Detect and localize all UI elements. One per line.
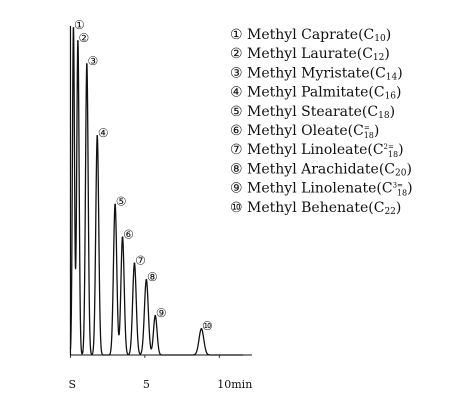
x-axis-ticks: S 5 10min — [68, 355, 252, 391]
legend-number: ⑨ — [230, 181, 247, 197]
legend-entry-10: ⑩ Methyl Behenate(C22) — [230, 200, 401, 217]
legend-entry-3: ③ Methyl Myristate(C14) — [230, 65, 403, 82]
chromatogram-trace-layer — [69, 27, 244, 356]
legend-entry-7: ⑦ Methyl Linoleate(C2= 18) — [230, 142, 404, 159]
legend-number: ② — [230, 46, 247, 62]
legend-formula-sub: 18 — [378, 111, 390, 121]
legend-formula: (C — [379, 161, 395, 177]
legend-formula-sub: 14 — [386, 72, 398, 82]
legend-formula-sup: = — [364, 124, 370, 132]
legend-formula-close: ) — [397, 65, 402, 81]
peak-label-10: ⑩ — [202, 319, 213, 333]
peak-apex-4 — [96, 135, 99, 137]
legend-number: ⑧ — [230, 161, 247, 177]
legend-compound-name: Methyl Caprate — [247, 27, 358, 43]
peak-apex-10 — [200, 327, 203, 330]
peak-apex-7 — [133, 262, 136, 265]
legend-formula: (C — [358, 27, 374, 43]
legend-number: ③ — [230, 65, 247, 81]
peak-label-8: ⑧ — [147, 270, 158, 284]
legend-formula-close: ) — [407, 181, 412, 197]
peak-apex-1 — [72, 27, 75, 29]
legend-entry-4: ④ Methyl Palmitate(C16) — [230, 85, 401, 102]
legend-formula-close: ) — [396, 85, 401, 101]
legend-formula-close: ) — [374, 123, 379, 139]
legend-formula: (C — [368, 85, 384, 101]
legend-formula-sup: 2= — [384, 143, 394, 151]
legend-formula-close: ) — [390, 104, 395, 120]
peak-label-3: ③ — [87, 54, 98, 68]
legend-formula-sup: 3= — [393, 182, 403, 190]
legend-formula: (C — [370, 65, 386, 81]
legend-entry-6: ⑥ Methyl Oleate(C= 18) — [230, 123, 379, 140]
peak-label-2: ② — [79, 31, 90, 45]
legend-formula: (C — [357, 46, 373, 62]
legend-compound-name: Methyl Behenate — [247, 200, 368, 216]
legend-entry-5: ⑤ Methyl Stearate(C18) — [230, 104, 395, 121]
legend-formula-close: ) — [384, 46, 389, 62]
peak-apex-2 — [77, 40, 79, 42]
peak-label-4: ④ — [98, 126, 109, 140]
legend-formula-sub: 20 — [395, 168, 407, 178]
legend-formula-sub: 12 — [373, 53, 384, 63]
peak-apex-8 — [145, 278, 148, 281]
legend-entry-9: ⑨ Methyl Linolenate(C3= 18) — [230, 181, 413, 198]
legend-formula-sub: 22 — [384, 207, 395, 217]
peak-label-1: ① — [74, 18, 85, 32]
legend-compound-name: Methyl Stearate — [247, 104, 362, 120]
peak-label-5: ⑤ — [116, 195, 127, 209]
chromatogram-trace — [69, 27, 244, 356]
legend-formula: (C — [368, 200, 384, 216]
peak-apex-6 — [121, 236, 124, 239]
legend-compound-name: Methyl Arachidate — [247, 161, 379, 177]
legend-compound-name: Methyl Laurate — [247, 46, 357, 62]
legend-formula-sub: 10 — [374, 34, 386, 44]
peak-label-6: ⑥ — [123, 227, 134, 241]
legend-compound-name: Methyl Oleate — [247, 123, 348, 139]
legend-compound-name: Methyl Myristate — [247, 65, 370, 81]
legend-formula-close: ) — [398, 142, 403, 158]
legend-formula: (C — [367, 142, 383, 158]
x-tick-label-2: 10min — [217, 378, 252, 391]
legend-number: ⑦ — [230, 142, 247, 158]
peak-label-7: ⑦ — [135, 253, 146, 267]
peak-apex-9 — [154, 314, 157, 317]
legend-formula-close: ) — [396, 200, 401, 216]
x-tick-label-0: S — [68, 378, 76, 391]
legend-compound-name: Methyl Linoleate — [247, 142, 367, 158]
legend-formula-sub: 18 — [397, 189, 407, 198]
legend-number: ⑩ — [230, 200, 247, 216]
peak-labels: ①② ③ ④ ⑤ ⑥⑦⑧ ⑨ ⑩ — [72, 18, 213, 333]
peak-label-9: ⑨ — [156, 306, 167, 320]
legend-formula: (C — [376, 181, 392, 197]
legend-number: ④ — [230, 85, 247, 101]
legend: ① Methyl Caprate(C10)② Methyl Laurate(C1… — [230, 27, 413, 217]
legend-number: ① — [230, 27, 247, 43]
x-tick-label-1: 5 — [143, 378, 150, 391]
peak-apex-5 — [114, 203, 117, 206]
legend-entry-8: ⑧ Methyl Arachidate(C20) — [230, 161, 412, 178]
legend-formula: (C — [348, 123, 364, 139]
legend-compound-name: Methyl Linolenate — [247, 181, 376, 197]
peak-apex-3 — [85, 63, 88, 65]
legend-formula: (C — [362, 104, 378, 120]
legend-formula-sub: 18 — [388, 150, 398, 159]
legend-formula-sub: 16 — [385, 92, 397, 102]
legend-entry-2: ② Methyl Laurate(C12) — [230, 46, 390, 63]
legend-formula-close: ) — [386, 27, 391, 43]
legend-formula-close: ) — [406, 161, 411, 177]
legend-number: ⑥ — [230, 123, 247, 139]
legend-entry-1: ① Methyl Caprate(C10) — [230, 27, 391, 44]
legend-number: ⑤ — [230, 104, 247, 120]
legend-formula-sub: 18 — [364, 131, 374, 140]
legend-compound-name: Methyl Palmitate — [247, 85, 368, 101]
